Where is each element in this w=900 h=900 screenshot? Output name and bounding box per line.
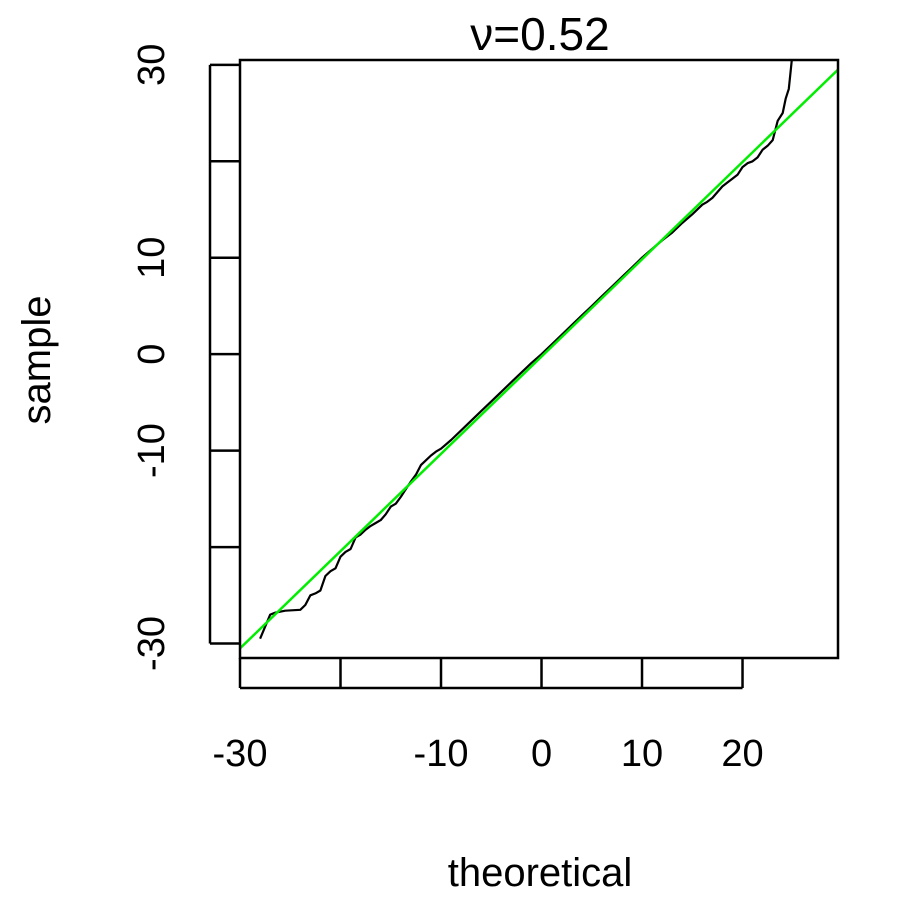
x-axis: -30 -10 0 10 20 <box>213 658 764 775</box>
reference-line <box>240 68 838 650</box>
y-axis-label: sample <box>15 296 59 425</box>
sample-quantile-line <box>259 60 793 640</box>
x-tick-label: 10 <box>621 733 663 775</box>
y-axis: -30 -10 0 10 30 <box>131 44 240 671</box>
y-tick-label: 10 <box>131 237 173 279</box>
y-tick-label: -30 <box>131 616 173 671</box>
plot-box <box>238 58 840 660</box>
chart-title: ν=0.52 <box>470 8 609 60</box>
y-tick-label: -10 <box>131 423 173 478</box>
x-tick-label: -10 <box>414 733 469 775</box>
x-tick-label: -30 <box>213 733 268 775</box>
y-tick-label: 30 <box>131 44 173 86</box>
x-axis-label: theoretical <box>448 851 633 895</box>
x-tick-label: 20 <box>721 733 763 775</box>
plot-series <box>240 60 838 650</box>
x-tick-label: 0 <box>531 733 552 775</box>
y-tick-label: 0 <box>131 344 173 365</box>
